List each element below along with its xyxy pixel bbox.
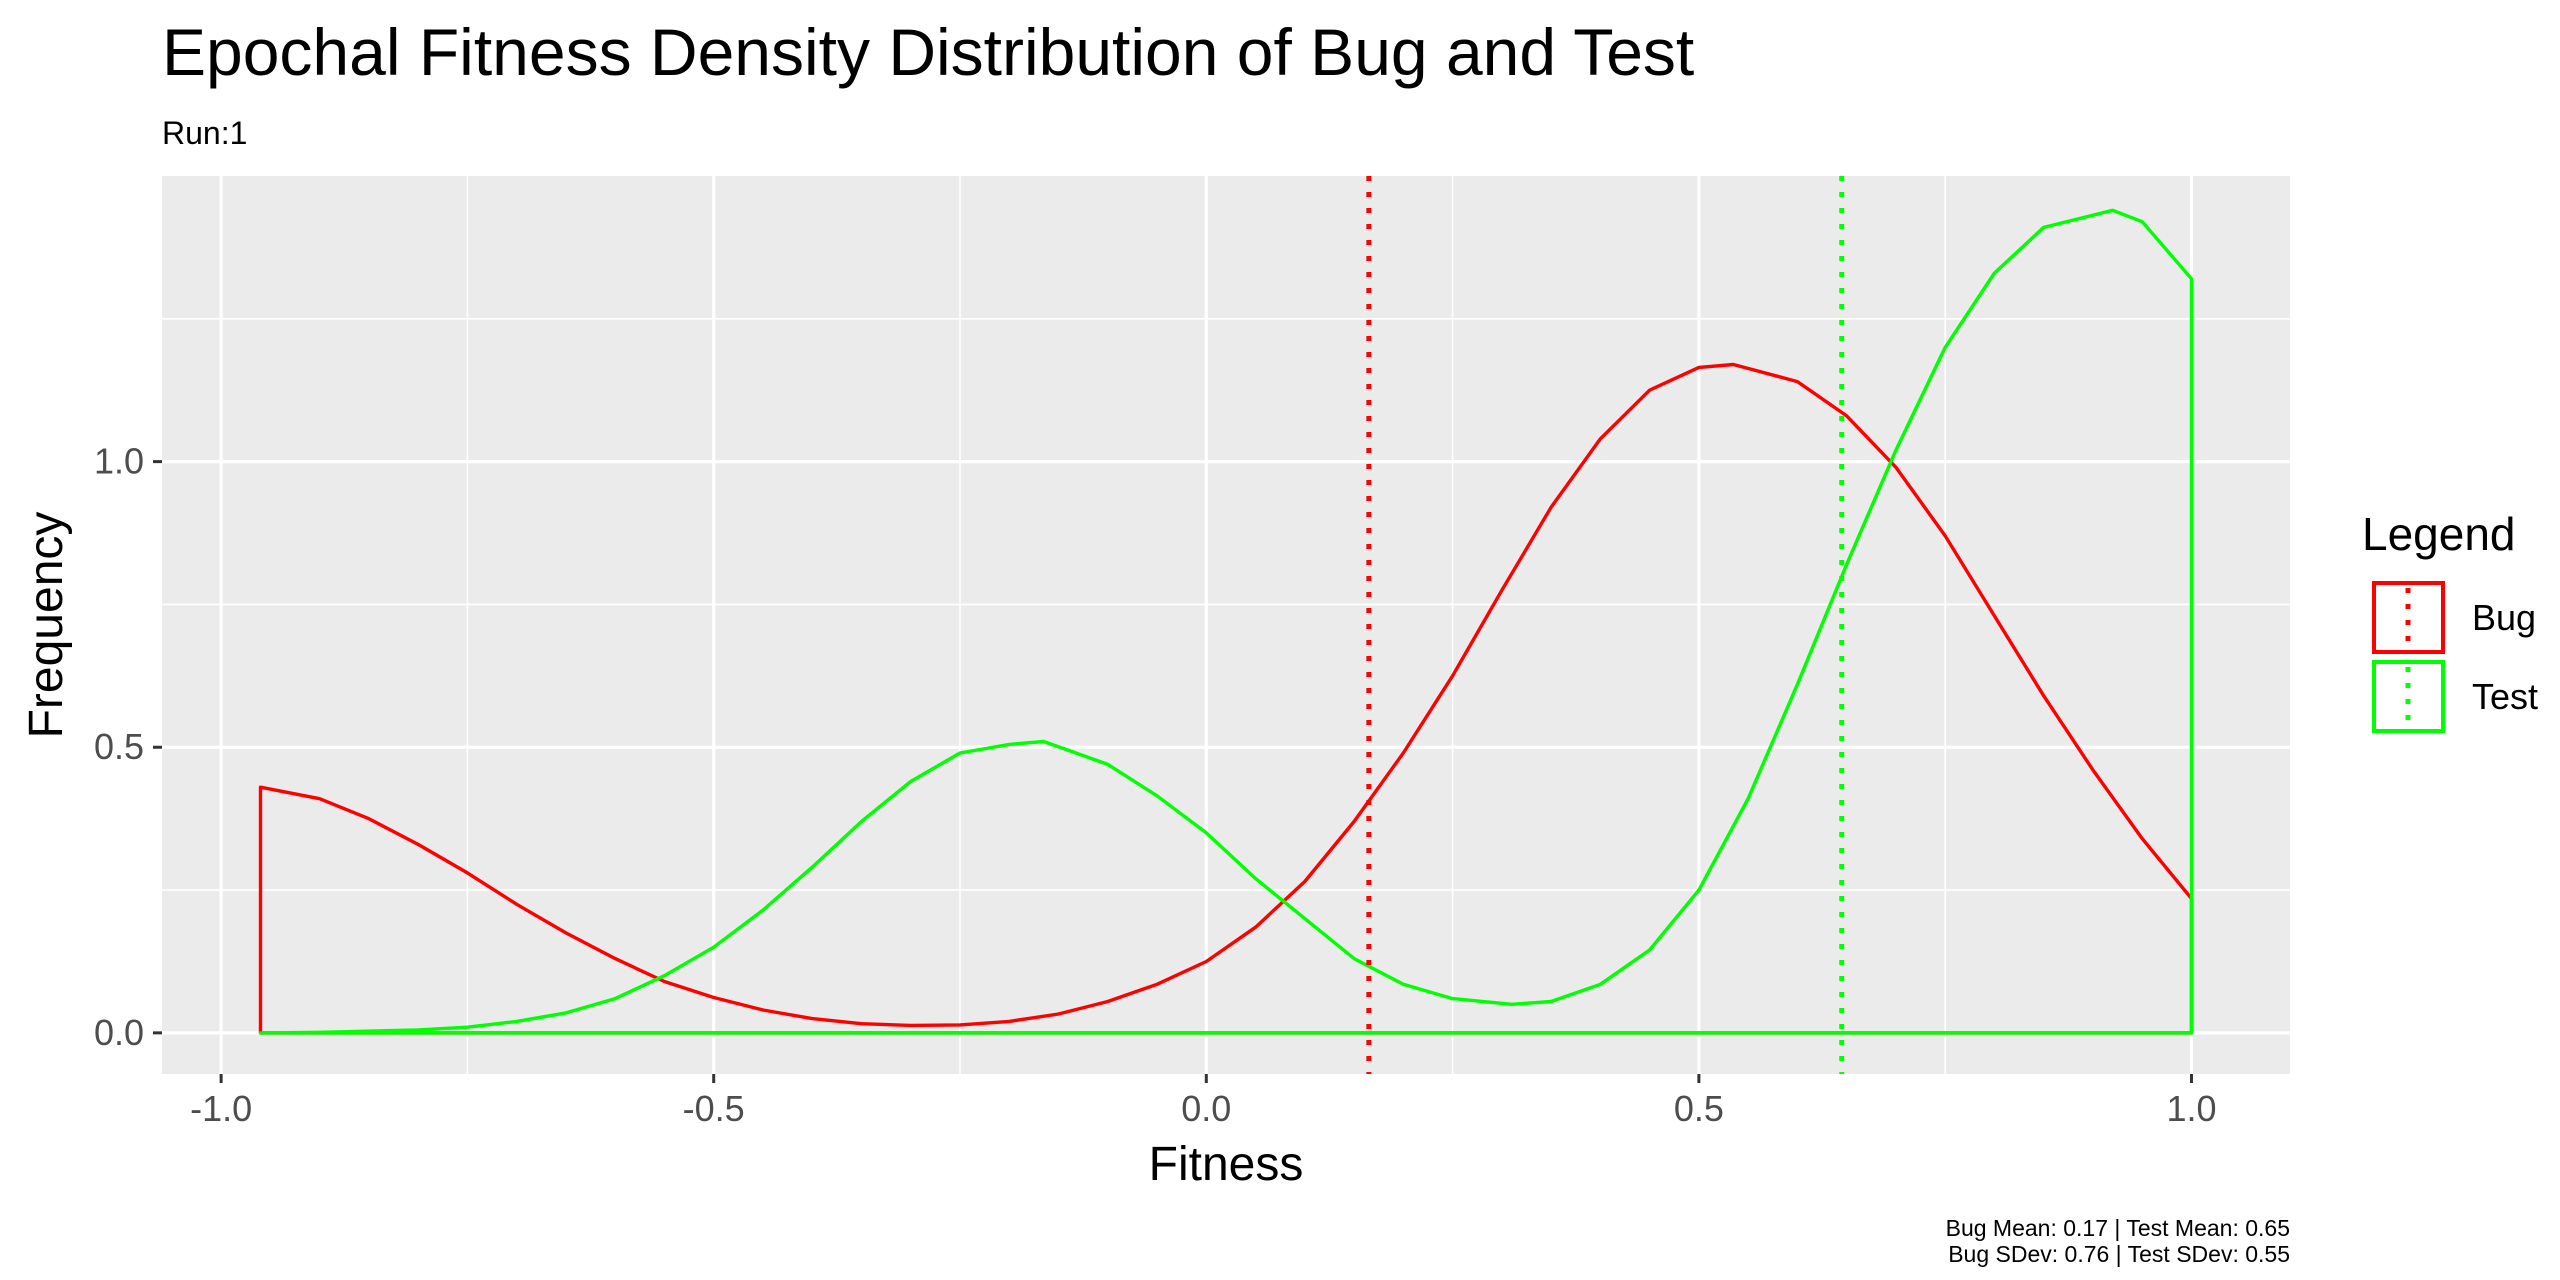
legend-title: Legend <box>2362 508 2516 560</box>
chart-subtitle: Run:1 <box>162 115 247 151</box>
series-test-line <box>258 208 2194 1035</box>
legend-label: Bug <box>2472 597 2536 638</box>
y-tick-label: 0.5 <box>94 726 144 767</box>
legend-item-bug: Bug <box>2372 581 2536 654</box>
y-axis: 0.0 0.5 1.0 <box>94 441 162 1053</box>
y-tick-label: 1.0 <box>94 441 144 482</box>
x-tick-label: 0.0 <box>1181 1088 1231 1129</box>
mean-lines <box>1366 176 1845 1074</box>
legend-key-box <box>2372 660 2445 733</box>
plot-panel <box>162 176 2290 1074</box>
legend-item-test: Test <box>2372 660 2538 733</box>
series-layer <box>258 208 2194 1035</box>
grid-major <box>162 176 2290 1074</box>
grid-minor <box>162 176 2290 1074</box>
x-axis-title: Fitness <box>1149 1138 1304 1191</box>
legend-label: Test <box>2472 676 2538 717</box>
x-tick-label: 0.5 <box>1674 1088 1724 1129</box>
caption-sdevs: Bug SDev: 0.76 | Test SDev: 0.55 <box>1948 1241 2290 1267</box>
x-tick-label: -0.5 <box>683 1088 745 1129</box>
y-axis-title: Frequency <box>20 512 73 739</box>
caption-means: Bug Mean: 0.17 | Test Mean: 0.65 <box>1946 1215 2290 1241</box>
x-tick-label: -1.0 <box>190 1088 252 1129</box>
legend: Legend Bug Test <box>2362 508 2538 733</box>
x-axis: -1.0 -0.5 0.0 0.5 1.0 <box>190 1074 2217 1129</box>
y-tick-label: 0.0 <box>94 1012 144 1053</box>
x-tick-label: 1.0 <box>2166 1088 2216 1129</box>
legend-key-box <box>2372 581 2445 654</box>
series-bug-line <box>258 362 2194 1035</box>
chart-title: Epochal Fitness Density Distribution of … <box>162 15 1694 89</box>
